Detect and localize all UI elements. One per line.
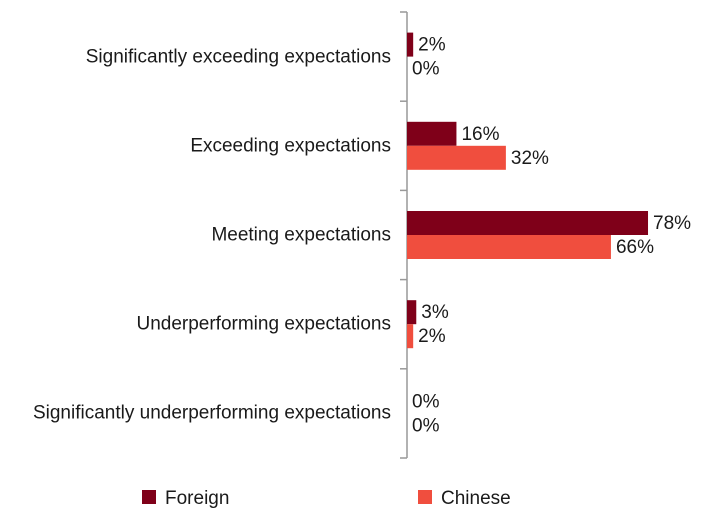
category-label: Exceeding expectations: [190, 135, 391, 157]
category-label: Underperforming expectations: [136, 313, 391, 335]
category-label: Significantly underperforming expectatio…: [32, 402, 391, 424]
legend-swatch: [142, 490, 156, 504]
value-label: 66%: [616, 237, 654, 258]
value-label: 0%: [412, 59, 440, 80]
bar: [407, 121, 457, 146]
value-label: 32%: [511, 148, 549, 169]
category-label: Significantly exceeding expectations: [85, 46, 391, 68]
bar: [407, 32, 414, 57]
value-label: 2%: [418, 35, 446, 56]
value-label: 0%: [412, 415, 440, 436]
value-label: 2%: [418, 326, 446, 347]
value-label: 16%: [461, 124, 499, 145]
legend-label: Chinese: [441, 488, 511, 509]
value-label: 78%: [653, 213, 691, 234]
bar: [407, 300, 417, 325]
bar: [407, 211, 649, 235]
legend-swatch: [418, 490, 432, 504]
value-label: 0%: [412, 391, 440, 412]
bar: [407, 145, 506, 170]
bar: [407, 235, 611, 259]
value-label: 3%: [421, 302, 449, 323]
bar: [407, 324, 414, 349]
category-label: Meeting expectations: [211, 224, 391, 246]
legend-label: Foreign: [165, 488, 229, 509]
